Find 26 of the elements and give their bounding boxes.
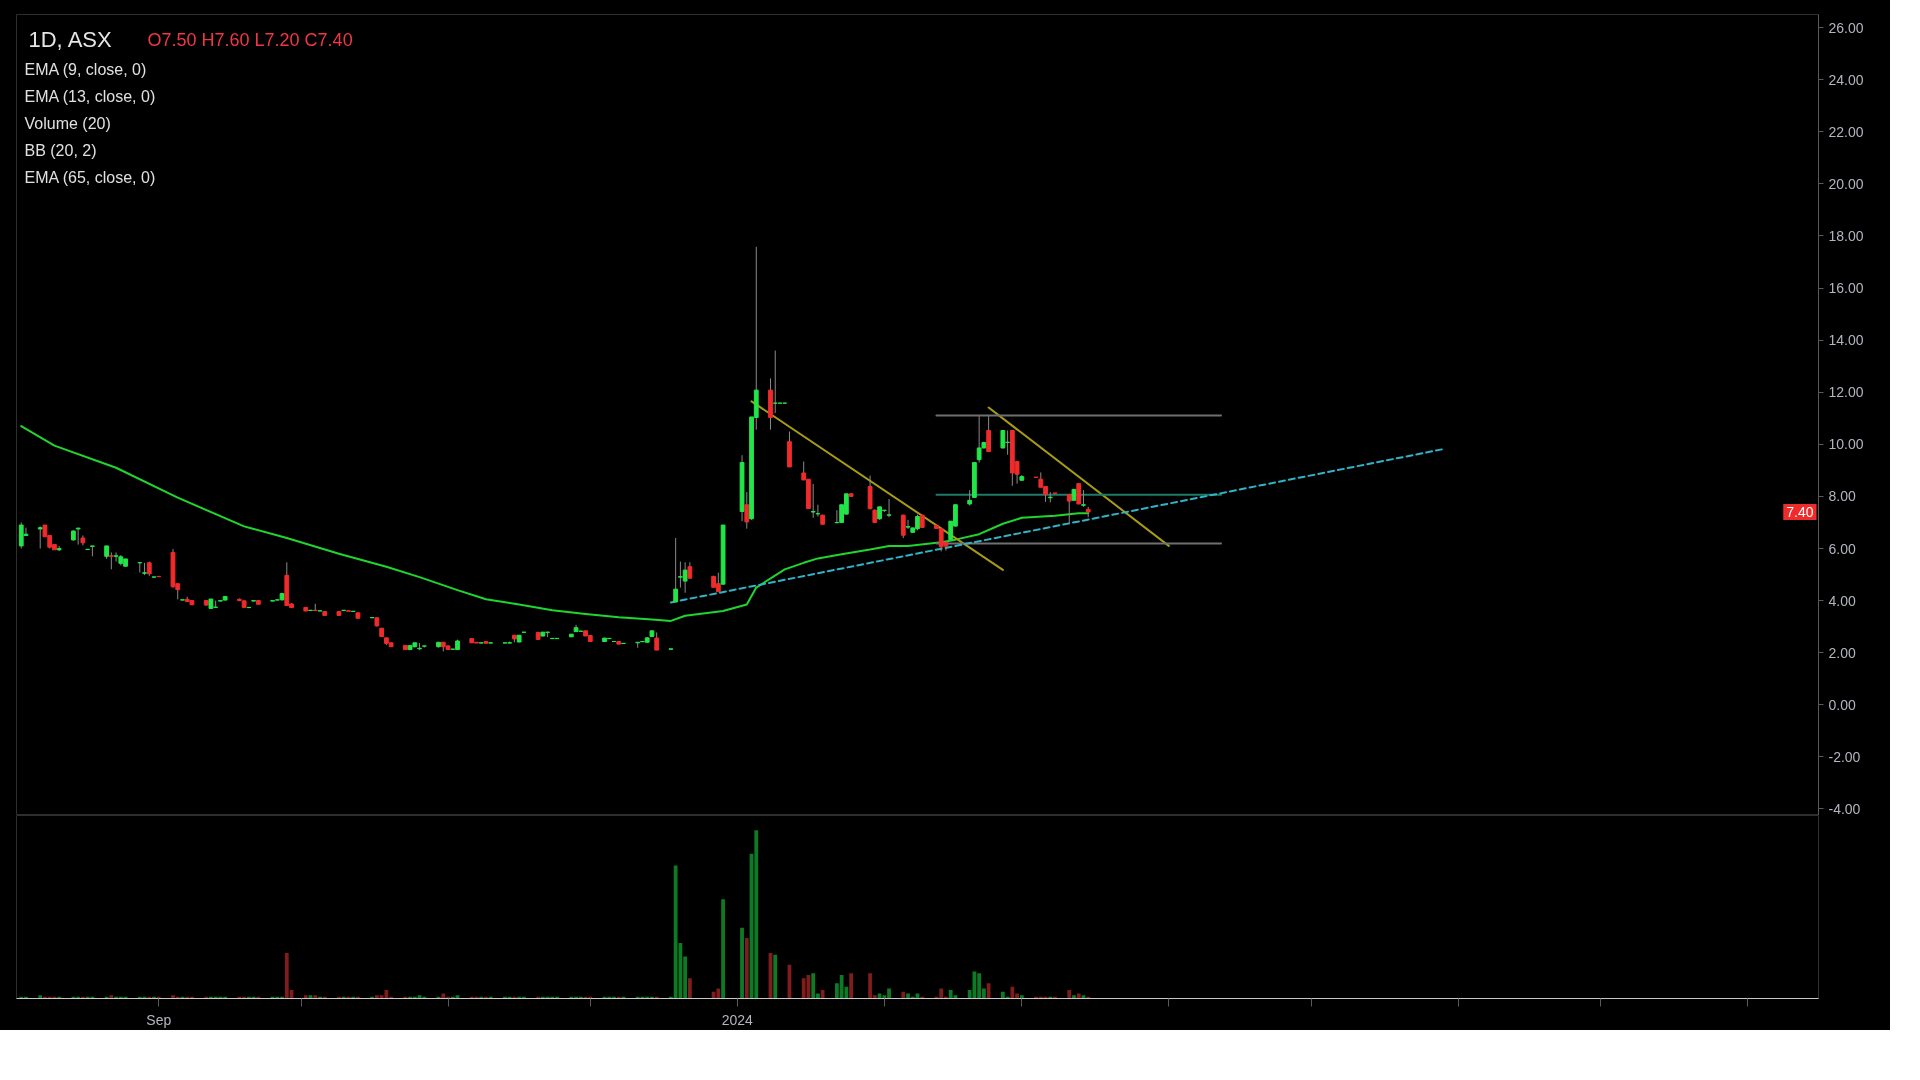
y-tick-label: 18.00 bbox=[1828, 227, 1864, 244]
y-tick-label: 10.00 bbox=[1828, 436, 1864, 453]
y-tick-label: 26.00 bbox=[1828, 19, 1864, 36]
y-tick-label: 2.00 bbox=[1828, 644, 1856, 661]
x-tick-label: Sep bbox=[146, 1011, 172, 1028]
text: O7.50 H7.60 L7.20 C7.40 bbox=[147, 29, 353, 50]
text: 1D, ASX bbox=[28, 26, 112, 52]
x-tick-label: 2024 bbox=[721, 1011, 754, 1028]
y-tick-label: 20.00 bbox=[1828, 175, 1864, 192]
y-tick-label: 8.00 bbox=[1828, 488, 1856, 505]
annotation: BB (20, 2) bbox=[24, 141, 97, 159]
y-tick-label: 14.00 bbox=[1828, 332, 1864, 349]
y-tick-label: 4.00 bbox=[1828, 592, 1856, 609]
annotation: EMA (65, close, 0) bbox=[24, 168, 156, 186]
y-tick-label: 22.00 bbox=[1828, 123, 1864, 140]
y-tick-label: 6.00 bbox=[1828, 540, 1856, 557]
y-tick-label: 0.00 bbox=[1828, 696, 1856, 713]
annotation: EMA (9, close, 0) bbox=[24, 60, 147, 78]
y-tick-label: 24.00 bbox=[1828, 71, 1864, 88]
y-tick-label: 16.00 bbox=[1828, 280, 1864, 297]
y-tick-label: -4.00 bbox=[1828, 800, 1861, 817]
annotation: Volume (20) bbox=[24, 114, 111, 132]
annotation: EMA (13, close, 0) bbox=[24, 87, 156, 105]
y-tick-label: -2.00 bbox=[1828, 748, 1861, 765]
annotation: 7.40 bbox=[1786, 504, 1814, 521]
y-tick-label: 12.00 bbox=[1828, 384, 1864, 401]
